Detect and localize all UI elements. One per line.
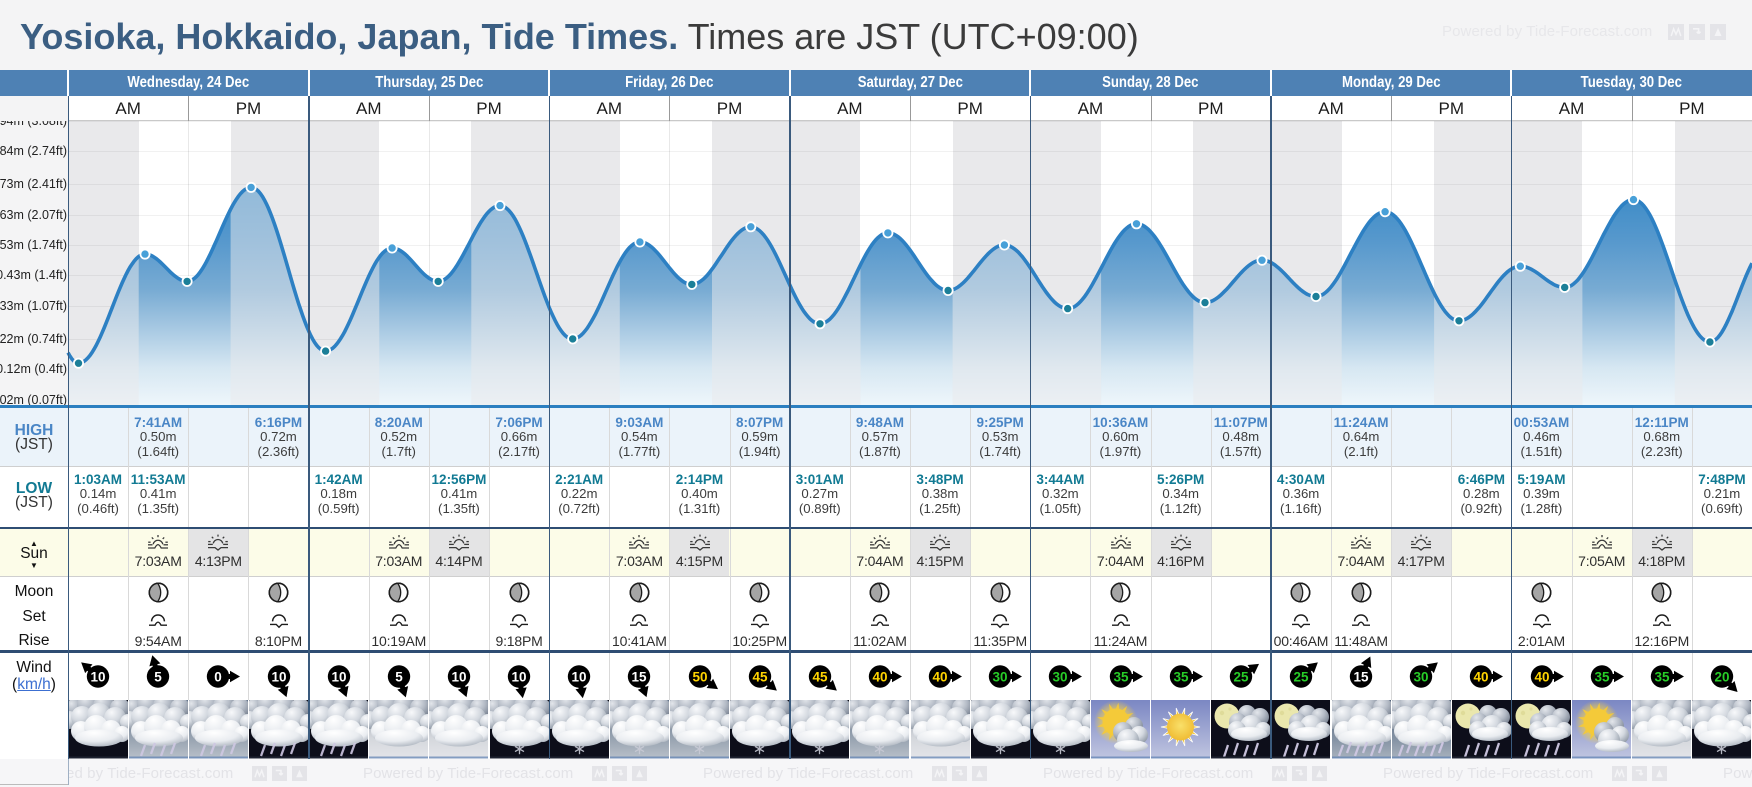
svg-text:10: 10 (451, 669, 466, 684)
svg-text:15: 15 (632, 669, 648, 684)
svg-text:40: 40 (1534, 669, 1549, 684)
svg-text:50: 50 (692, 669, 707, 684)
svg-text:25: 25 (1293, 669, 1309, 684)
svg-text:35: 35 (1654, 669, 1670, 684)
svg-text:30: 30 (993, 669, 1008, 684)
svg-text:25: 25 (1233, 669, 1249, 684)
svg-text:35: 35 (1173, 669, 1189, 684)
svg-text:10: 10 (512, 669, 527, 684)
svg-text:30: 30 (1414, 669, 1429, 684)
svg-text:10: 10 (91, 669, 106, 684)
svg-text:10: 10 (572, 669, 587, 684)
svg-text:30: 30 (1053, 669, 1068, 684)
svg-text:10: 10 (331, 669, 346, 684)
svg-text:35: 35 (1594, 669, 1610, 684)
svg-text:5: 5 (395, 669, 403, 684)
svg-text:35: 35 (1113, 669, 1129, 684)
svg-text:40: 40 (933, 669, 948, 684)
svg-text:40: 40 (1474, 669, 1489, 684)
svg-text:15: 15 (1354, 669, 1370, 684)
svg-text:20: 20 (1714, 669, 1729, 684)
svg-text:10: 10 (271, 669, 286, 684)
svg-text:45: 45 (812, 669, 828, 684)
svg-text:45: 45 (752, 669, 768, 684)
svg-text:0: 0 (215, 669, 223, 684)
svg-text:5: 5 (154, 669, 162, 684)
svg-text:40: 40 (872, 669, 887, 684)
